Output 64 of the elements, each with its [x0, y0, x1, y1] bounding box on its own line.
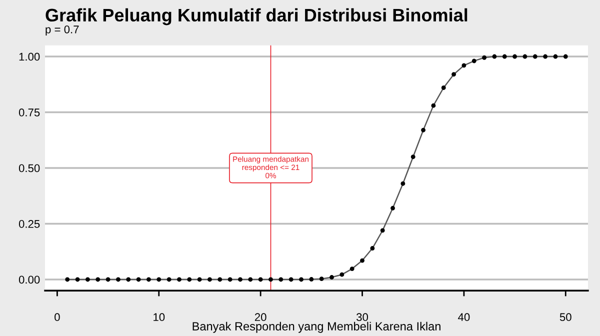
point	[522, 54, 528, 59]
y-tick-label: 1.00	[19, 52, 40, 61]
point	[502, 54, 507, 59]
point	[452, 72, 456, 77]
point	[563, 54, 568, 59]
x-tick-label: 50	[560, 313, 572, 322]
x-tick-label: 30	[356, 313, 368, 322]
point	[228, 277, 232, 282]
point	[472, 58, 476, 64]
x-tick-label: 20	[254, 313, 266, 322]
point	[532, 54, 538, 59]
chart-subtitle: p = 0.7	[46, 25, 79, 36]
point	[431, 103, 436, 108]
point	[116, 277, 120, 282]
point	[370, 246, 375, 250]
chart-title: Grafik Peluang Kumulatif dari Distribusi Binomial	[46, 8, 468, 26]
y-tick-label: 0.50	[18, 164, 40, 172]
y-tick-label: 0.00	[18, 276, 40, 284]
point	[360, 258, 364, 263]
point	[441, 86, 446, 90]
point	[512, 54, 518, 59]
point	[156, 277, 162, 282]
point	[492, 54, 497, 59]
point	[238, 277, 242, 282]
point	[350, 266, 354, 272]
point	[218, 277, 222, 282]
point	[177, 277, 182, 282]
point	[410, 154, 416, 160]
point	[400, 181, 406, 186]
point	[197, 277, 202, 282]
point	[330, 275, 334, 280]
point	[106, 277, 110, 282]
point	[268, 277, 273, 282]
point	[278, 277, 284, 282]
point	[146, 277, 151, 282]
x-tick-label: 10	[154, 313, 165, 322]
point	[208, 277, 212, 282]
point	[187, 277, 192, 282]
y-tick-label: 0.25	[18, 220, 40, 228]
point	[319, 276, 324, 282]
y-tick-label: 0.75	[18, 108, 40, 116]
point	[462, 63, 466, 68]
point	[340, 272, 344, 277]
point	[136, 277, 141, 282]
x-axis-title: Banyak Responden yang Membeli Karena Iklan	[192, 322, 440, 333]
point	[543, 54, 548, 59]
point	[390, 206, 395, 210]
point	[258, 277, 263, 282]
point	[553, 54, 558, 59]
x-tick-label: 0	[54, 313, 60, 322]
point	[421, 128, 426, 132]
point	[85, 277, 90, 282]
point	[309, 277, 314, 282]
point	[248, 277, 253, 282]
point	[288, 277, 294, 282]
point	[96, 277, 100, 282]
point	[166, 277, 172, 282]
x-tick-label: 40	[458, 313, 470, 322]
point	[482, 55, 487, 60]
point	[75, 277, 80, 282]
point	[126, 277, 131, 282]
point	[299, 277, 304, 282]
point	[65, 277, 70, 282]
point	[380, 228, 385, 233]
